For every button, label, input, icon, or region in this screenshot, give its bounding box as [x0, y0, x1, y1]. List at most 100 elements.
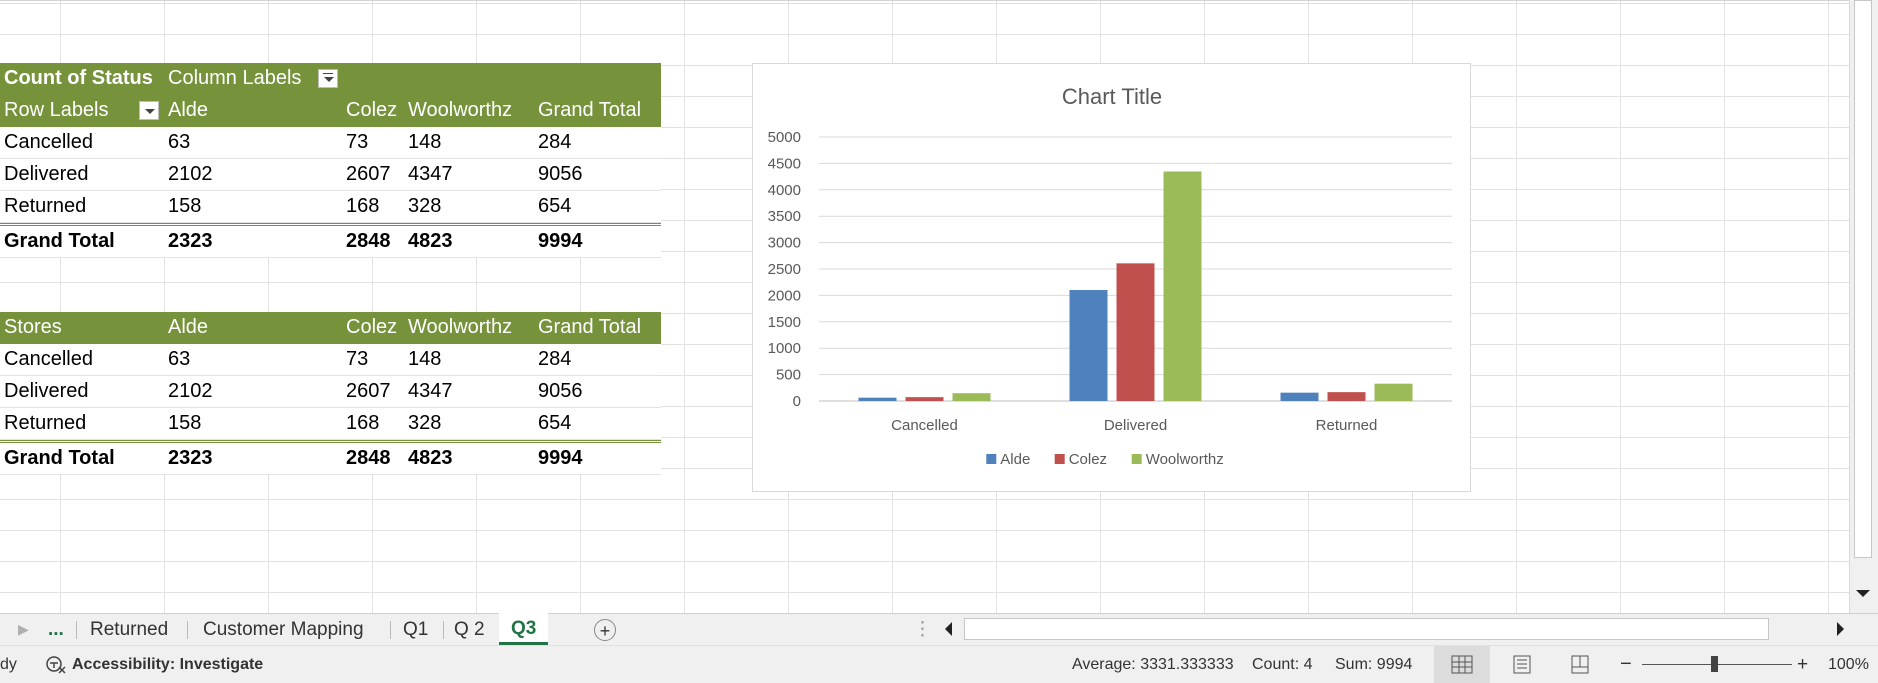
cell-value: 148 [408, 348, 442, 370]
y-tick-label: 2500 [768, 261, 801, 278]
tab-q1[interactable]: Q1 [403, 619, 429, 640]
cell-value: 73 [346, 348, 369, 370]
cell-value: 2102 [168, 380, 213, 402]
cell-value: 2102 [168, 163, 213, 185]
cell-value: 2848 [346, 230, 391, 252]
cell-value: 4347 [408, 380, 453, 402]
cell-value: 284 [538, 348, 572, 370]
column-labels-filter-icon[interactable] [318, 69, 338, 88]
cell-value: 168 [346, 195, 380, 217]
legend-swatch-woolworthz [1131, 454, 1142, 464]
cell-value: 9994 [538, 230, 583, 252]
cell-value: 9994 [538, 447, 583, 469]
cell-value: 328 [408, 195, 442, 217]
table-row[interactable]: Returned 158 168 328 654 [0, 191, 661, 223]
sum-readout[interactable]: Sum: 9994 [1335, 656, 1413, 673]
horizontal-scroll-thumb[interactable] [964, 618, 1769, 640]
column-header-colez: Colez [346, 316, 398, 338]
zoom-in-button[interactable]: + [1797, 654, 1809, 675]
tab-customer-mapping[interactable]: Customer Mapping [203, 619, 364, 640]
zoom-slider-thumb[interactable] [1711, 656, 1718, 672]
legend-swatch-alde [986, 454, 997, 464]
page-break-preview-icon[interactable] [1570, 655, 1590, 674]
bar-colez-returned [1327, 392, 1366, 401]
horizontal-scrollbar[interactable] [937, 617, 1855, 641]
table-row[interactable]: Returned 158 168 328 654 [0, 408, 661, 440]
legend-label-colez: Colez [1069, 451, 1107, 468]
table-row[interactable]: Cancelled 63 73 148 284 [0, 127, 661, 159]
column-header-grand-total: Grand Total [538, 99, 642, 121]
tab-separator [187, 621, 188, 639]
cell-value: 73 [346, 131, 369, 153]
cell-value: 284 [538, 131, 572, 153]
stores-header: Stores [4, 316, 62, 338]
cell-value: 9056 [538, 163, 583, 185]
tab-separator [76, 621, 77, 639]
cell-value: 654 [538, 195, 572, 217]
tab-separator [443, 621, 444, 639]
table-row[interactable]: Cancelled 63 73 148 284 [0, 344, 661, 376]
tab-q3[interactable]: Q3 [499, 613, 549, 645]
normal-view-button[interactable] [1434, 646, 1490, 683]
average-readout[interactable]: Average: 3331.333333 [1072, 656, 1234, 673]
cell-value: 168 [346, 412, 380, 434]
table-row[interactable]: Delivered 2102 2607 4347 9056 [0, 376, 661, 408]
row-labels-filter-icon[interactable] [139, 101, 159, 120]
more-sheets-button[interactable]: ... [48, 619, 64, 640]
y-tick-label: 4000 [768, 182, 801, 199]
legend-swatch-colez [1054, 454, 1065, 464]
scroll-down-arrow-icon[interactable] [1856, 590, 1870, 597]
y-tick-label: 1000 [768, 340, 801, 357]
row-label: Grand Total [4, 230, 115, 252]
legend-label-alde: Alde [1000, 451, 1030, 468]
accessibility-icon[interactable] [44, 655, 68, 675]
zoom-out-button[interactable]: − [1620, 653, 1632, 675]
add-sheet-icon[interactable]: + [594, 619, 616, 641]
grand-total-row[interactable]: Grand Total 2323 2848 4823 9994 [0, 223, 661, 258]
zoom-level[interactable]: 100% [1828, 656, 1869, 673]
grand-total-row[interactable]: Grand Total 2323 2848 4823 9994 [0, 440, 661, 475]
table-row[interactable]: Delivered 2102 2607 4347 9056 [0, 159, 661, 191]
row-label: Cancelled [4, 131, 93, 153]
clustered-column-chart[interactable]: Chart Title 5000 4500 4000 3500 3000 2500 2000 1… [752, 63, 1471, 492]
status-bar: dy Accessibility: Investigate Average: 3… [0, 645, 1878, 683]
column-header-woolworthz: Woolworthz [408, 99, 513, 121]
x-tick-label: Returned [1316, 417, 1378, 434]
pivot-value-label: Count of Status [4, 67, 153, 89]
ready-status: dy [0, 656, 17, 673]
vertical-scroll-thumb[interactable] [1854, 0, 1872, 558]
scroll-right-arrow-icon[interactable] [1837, 622, 1844, 636]
cell-value: 2323 [168, 230, 213, 252]
page-layout-view-icon[interactable] [1512, 655, 1532, 674]
row-labels-header: Row Labels [4, 99, 109, 121]
column-labels-label: Column Labels [168, 67, 302, 89]
tab-splitter-icon[interactable]: ⋮ [913, 619, 932, 640]
y-tick-label: 500 [776, 367, 801, 384]
bar-woolworthz-cancelled [952, 393, 991, 401]
row-label: Returned [4, 195, 87, 217]
stores-header-row: Stores Alde Colez Woolworthz Grand Total [0, 312, 661, 344]
worksheet-grid[interactable]: Count of Status Column Labels Row Labels… [0, 0, 1849, 614]
stores-table[interactable]: Stores Alde Colez Woolworthz Grand Total… [0, 312, 661, 475]
column-header-alde: Alde [168, 99, 209, 121]
row-label: Cancelled [4, 348, 93, 370]
tab-scroll-left-icon[interactable]: ▶ [18, 621, 29, 637]
count-readout[interactable]: Count: 4 [1252, 656, 1313, 673]
cell-value: 148 [408, 131, 442, 153]
tab-returned[interactable]: Returned [90, 619, 169, 640]
chart-svg: Chart Title50004500400035003000250020001… [768, 84, 1452, 468]
scroll-left-arrow-icon[interactable] [945, 622, 952, 636]
bar-colez-delivered [1116, 263, 1155, 401]
cell-value: 654 [538, 412, 572, 434]
column-header-alde: Alde [168, 316, 209, 338]
cell-value: 9056 [538, 380, 583, 402]
y-tick-label: 2000 [768, 287, 801, 304]
accessibility-status-button[interactable]: Accessibility: Investigate [72, 656, 264, 673]
cell-value: 63 [168, 348, 191, 370]
tab-q2[interactable]: Q 2 [454, 619, 485, 640]
vertical-scrollbar[interactable] [1849, 0, 1878, 613]
bar-woolworthz-delivered [1163, 171, 1202, 401]
pivot-table-status[interactable]: Count of Status Column Labels Row Labels… [0, 63, 661, 258]
cell-value: 2323 [168, 447, 213, 469]
y-tick-label: 5000 [768, 129, 801, 146]
